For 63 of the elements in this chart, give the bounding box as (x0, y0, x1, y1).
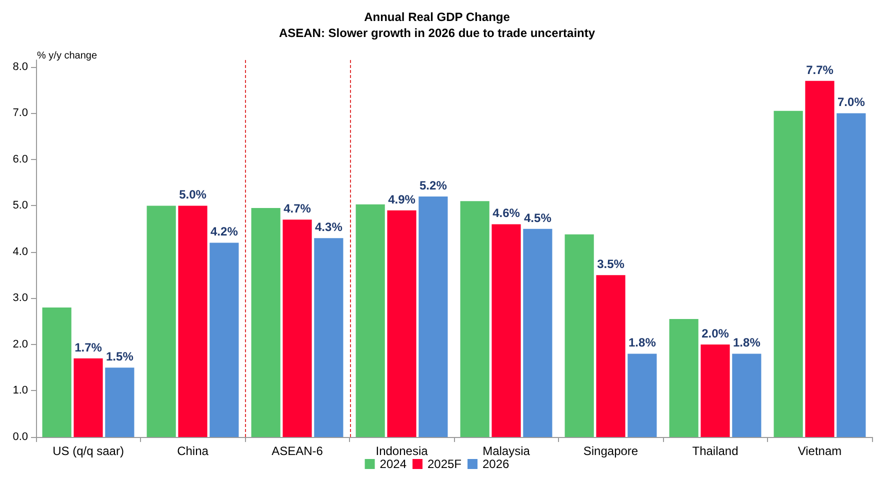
data-label: 7.0% (838, 95, 866, 110)
bar (732, 354, 762, 437)
bar (210, 242, 239, 437)
bar (356, 204, 385, 437)
data-label: 5.0% (179, 188, 207, 202)
data-label: 1.8% (628, 336, 656, 350)
data-label: 1.8% (733, 336, 761, 350)
y-tick-label: 8.0 (12, 60, 28, 73)
x-tick-label: US (q/q saar) (52, 444, 124, 458)
bar (387, 210, 416, 437)
chart-title: Annual Real GDP Change (364, 10, 510, 24)
data-label: 4.3% (315, 220, 343, 234)
bar (74, 358, 103, 437)
bar (251, 208, 280, 437)
x-tick-label: Thailand (692, 444, 738, 458)
y-tick-label: 3.0 (12, 292, 28, 304)
y-tick-label: 5.0 (12, 200, 28, 212)
bar (700, 344, 730, 437)
data-label: 4.2% (210, 224, 238, 239)
data-label: 1.7% (74, 340, 102, 354)
bar (282, 220, 312, 437)
y-axis-title: % y/y change (37, 50, 98, 62)
bar (564, 234, 594, 437)
data-label: 5.2% (420, 178, 448, 192)
legend-label: 2024 (380, 457, 407, 471)
data-label: 4.5% (524, 210, 552, 225)
data-label: 4.7% (284, 202, 312, 216)
y-tick-label: 2.0 (12, 338, 28, 350)
bar (146, 206, 176, 437)
bar (596, 275, 626, 437)
y-tick-label: 7.0 (12, 107, 28, 120)
legend-label: 2025F (427, 457, 462, 471)
bar (774, 110, 803, 437)
x-tick-label: Malaysia (482, 444, 530, 458)
x-tick-label: ASEAN-6 (272, 444, 324, 458)
bar (836, 113, 866, 437)
data-label: 3.5% (597, 257, 625, 272)
bar (492, 224, 521, 437)
bar (523, 228, 552, 437)
x-tick-label: Indonesia (376, 444, 428, 458)
bar (805, 80, 834, 437)
y-tick-label: 6.0 (12, 153, 28, 166)
bar (669, 319, 698, 437)
data-label: 4.9% (388, 192, 416, 206)
bar (178, 206, 208, 437)
y-tick-label: 0.0 (12, 431, 28, 443)
legend-label: 2026 (482, 457, 510, 471)
bar (418, 196, 448, 437)
data-label: 2.0% (702, 326, 730, 340)
y-tick-label: 1.0 (12, 384, 28, 397)
bar (314, 238, 344, 437)
data-label: 7.7% (806, 62, 834, 77)
bar (42, 307, 72, 437)
chart-subtitle: ASEAN: Slower growth in 2026 due to trade uncertainty (278, 26, 596, 40)
bar (105, 368, 134, 437)
y-tick-label: 4.0 (12, 246, 28, 258)
x-tick-label: Singapore (583, 444, 638, 458)
x-tick-label: Vietnam (798, 444, 842, 458)
data-label: 1.5% (106, 350, 134, 364)
data-label: 4.6% (492, 206, 520, 220)
bar (460, 201, 490, 437)
bar (628, 354, 657, 437)
x-tick-label: China (177, 444, 209, 458)
